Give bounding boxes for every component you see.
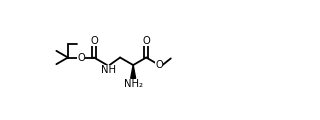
Text: O: O [142,36,150,46]
Text: NH: NH [101,65,116,75]
Text: O: O [90,36,98,46]
Text: O: O [77,53,85,63]
Text: NH₂: NH₂ [124,79,143,89]
Text: O: O [156,60,163,70]
Polygon shape [131,65,136,78]
